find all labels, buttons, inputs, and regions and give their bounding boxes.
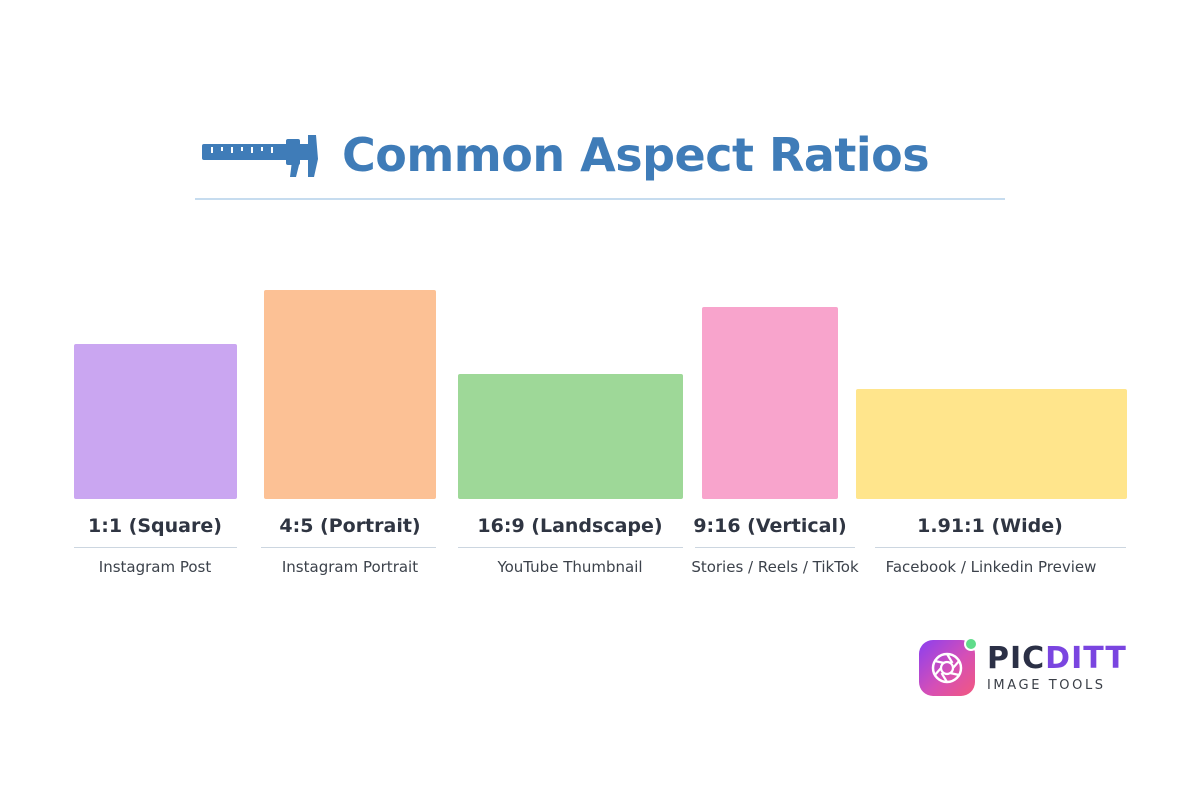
use-label-wide: Facebook / Linkedin Preview — [885, 558, 1097, 576]
logo-status-dot — [964, 637, 978, 651]
logo-name: PICDITT — [987, 640, 1127, 676]
ratio-divider-landscape — [458, 547, 683, 548]
use-label-vertical: Stories / Reels / TikTok — [691, 558, 859, 576]
ratio-box-portrait — [264, 290, 436, 499]
use-label-portrait: Instagram Portrait — [281, 558, 419, 576]
ratio-label-square: 1:1 (Square) — [88, 515, 222, 537]
ratio-divider-wide — [875, 547, 1126, 548]
caliper-ruler-icon — [202, 135, 318, 177]
logo-subtitle: IMAGE TOOLS — [987, 677, 1106, 693]
ratio-box-wide — [856, 389, 1127, 499]
ratio-divider-portrait — [261, 547, 436, 548]
use-label-landscape: YouTube Thumbnail — [497, 558, 643, 576]
ratio-label-vertical: 9:16 (Vertical) — [693, 515, 847, 537]
brand-logo: PICDITT IMAGE TOOLS — [919, 637, 1127, 696]
header: Common Aspect Ratios — [200, 128, 930, 182]
ratio-box-vertical — [702, 307, 838, 499]
page-title: Common Aspect Ratios — [342, 128, 930, 182]
ratio-label-portrait: 4:5 (Portrait) — [279, 515, 421, 537]
logo-name-pic: PIC — [987, 640, 1046, 676]
title-divider — [195, 198, 1005, 200]
ratio-divider-square — [74, 547, 237, 548]
ratio-box-landscape — [458, 374, 683, 499]
ratio-label-wide: 1.91:1 (Wide) — [917, 515, 1063, 537]
logo-name-ditt: DITT — [1045, 640, 1127, 676]
logo-badge — [919, 637, 978, 696]
ratio-label-landscape: 16:9 (Landscape) — [477, 515, 663, 537]
ratio-box-square — [74, 344, 237, 499]
camera-aperture-icon — [931, 652, 963, 684]
use-label-square: Instagram Post — [98, 558, 212, 576]
ratio-divider-vertical — [695, 547, 855, 548]
